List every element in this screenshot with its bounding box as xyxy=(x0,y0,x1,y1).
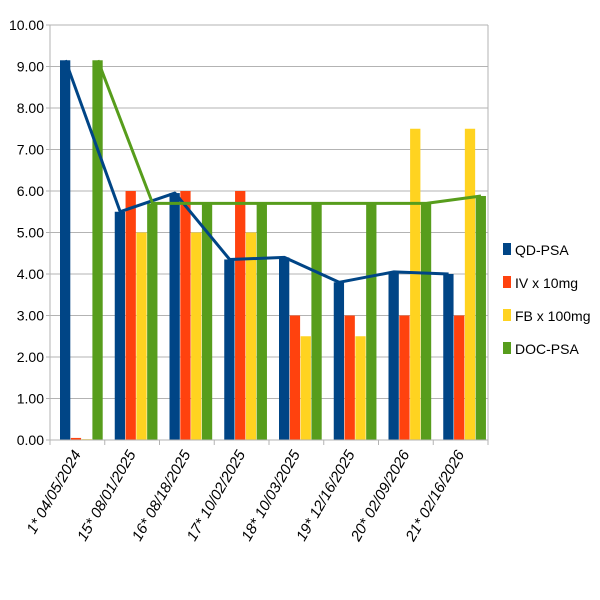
bar-doc-psa xyxy=(420,203,432,440)
legend-swatch xyxy=(503,243,511,255)
bar-fb-x-100mg xyxy=(355,336,366,440)
x-tick-label: 15* 08/01/2025 xyxy=(74,447,140,544)
y-tick-label: 6.00 xyxy=(17,183,44,199)
bar-doc-psa xyxy=(366,203,377,440)
bar-doc-psa xyxy=(201,203,213,440)
legend: QD-PSA IV x 10mg FB x 100mg DOC-PSA xyxy=(503,242,590,357)
line-doc-psa xyxy=(96,59,482,205)
y-tick-label: 7.00 xyxy=(17,142,44,158)
y-tick-label: 1.00 xyxy=(17,391,44,407)
bar-fb-x-100mg xyxy=(464,128,476,440)
legend-label: QD-PSA xyxy=(515,242,569,258)
bar-iv-x-10mg xyxy=(125,191,136,440)
bar-qd-psa xyxy=(224,259,235,440)
series-lines xyxy=(63,59,482,284)
bar-doc-psa xyxy=(147,203,158,440)
bars xyxy=(60,60,486,441)
bar-iv-x-10mg xyxy=(454,315,465,440)
bar-doc-psa xyxy=(92,60,103,441)
bar-fb-x-100mg xyxy=(300,336,311,440)
bar-qd-psa xyxy=(114,211,126,440)
x-tick-label: 20* 02/09/2026 xyxy=(347,447,413,545)
bar-iv-x-10mg xyxy=(399,315,410,440)
bar-fb-x-100mg xyxy=(136,232,147,440)
bar-qd-psa xyxy=(333,282,345,440)
bar-qd-psa xyxy=(443,274,454,440)
y-tick-label: 10.00 xyxy=(9,17,44,33)
bar-iv-x-10mg xyxy=(235,191,246,440)
legend-label: DOC-PSA xyxy=(515,341,579,357)
x-tick-label: 18* 10/03/2025 xyxy=(238,447,304,544)
x-tick-label: 17* 10/02/2025 xyxy=(183,447,249,544)
bar-iv-x-10mg xyxy=(289,315,301,440)
bar-fb-x-100mg xyxy=(191,232,202,440)
legend-label: FB x 100mg xyxy=(515,308,590,324)
x-tick-label: 21* 02/16/2026 xyxy=(402,447,468,545)
bar-qd-psa xyxy=(60,60,71,441)
legend-swatch xyxy=(503,276,511,288)
y-tick-label: 3.00 xyxy=(17,308,44,324)
y-tick-label: 0.00 xyxy=(17,432,44,448)
x-tick-label: 19* 12/16/2025 xyxy=(293,447,359,544)
y-tick-label: 2.00 xyxy=(17,349,44,365)
y-tick-label: 5.00 xyxy=(17,225,44,241)
bar-fb-x-100mg xyxy=(245,232,257,440)
bar-iv-x-10mg xyxy=(70,437,82,440)
line-qd-psa xyxy=(63,59,449,284)
y-tick-label: 9.00 xyxy=(17,59,44,75)
bar-iv-x-10mg xyxy=(180,191,191,440)
x-tick-label: 16* 08/18/2025 xyxy=(129,447,195,544)
bar-doc-psa xyxy=(475,195,486,440)
bar-doc-psa xyxy=(256,203,267,440)
bar-qd-psa xyxy=(169,193,180,440)
x-tick-label: 1* 04/05/2024 xyxy=(23,448,84,537)
bar-iv-x-10mg xyxy=(344,315,355,440)
legend-swatch xyxy=(503,309,511,321)
legend-label: IV x 10mg xyxy=(515,275,578,291)
y-tick-label: 4.00 xyxy=(17,266,44,282)
bar-fb-x-100mg xyxy=(410,128,421,440)
bar-qd-psa xyxy=(279,257,290,440)
bar-qd-psa xyxy=(388,271,399,440)
y-tick-label: 8.00 xyxy=(17,100,44,116)
legend-swatch xyxy=(503,342,511,354)
bar-doc-psa xyxy=(311,203,322,440)
